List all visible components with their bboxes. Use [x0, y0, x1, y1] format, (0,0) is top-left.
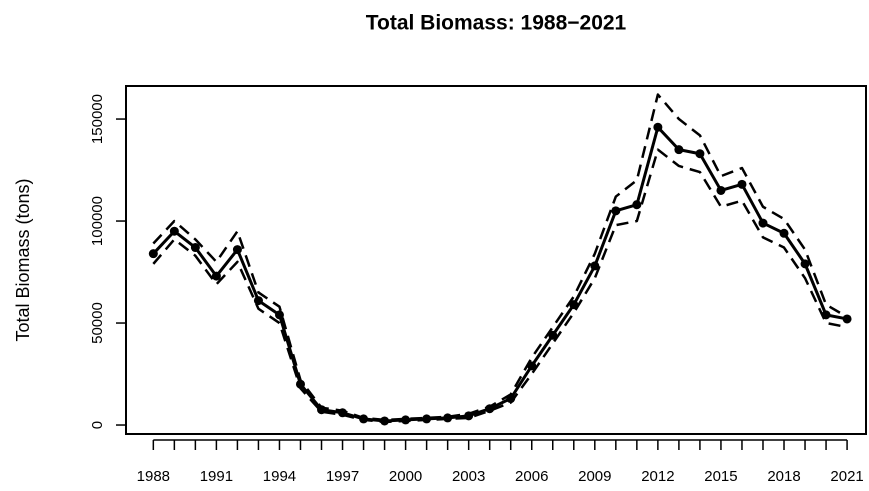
y-tick-label: 150000: [89, 94, 106, 144]
y-axis-label: Total Biomass (tons): [13, 178, 33, 341]
data-point: [632, 200, 642, 210]
y-tick-label: 100000: [89, 196, 106, 246]
x-tick-label: 2000: [389, 468, 422, 485]
data-point: [148, 249, 158, 259]
data-point: [779, 228, 789, 238]
series-line: [152, 148, 848, 424]
x-tick-label: 2006: [515, 468, 548, 485]
data-point: [737, 179, 747, 189]
data-point: [716, 185, 726, 195]
data-point: [232, 245, 242, 255]
y-tick-label: 0: [89, 421, 106, 429]
chart-title: Total Biomass: 1988−2021: [366, 12, 627, 35]
series-line: [152, 125, 848, 423]
x-tick-label: 1988: [137, 468, 170, 485]
x-tick-label: 1991: [200, 468, 233, 485]
x-tick-label: 1994: [263, 468, 296, 485]
data-point: [695, 149, 705, 159]
series-line: [152, 93, 848, 422]
data-point: [800, 259, 810, 269]
x-tick-label: 2018: [767, 468, 800, 485]
data-point: [842, 314, 852, 324]
x-tick-label: 2021: [830, 468, 863, 485]
data-point: [548, 330, 558, 340]
x-tick-label: 2003: [452, 468, 485, 485]
x-tick-label: 2012: [641, 468, 674, 485]
data-point: [211, 271, 221, 281]
data-point: [653, 122, 663, 132]
data-point: [274, 310, 284, 320]
data-point: [674, 145, 684, 155]
data-point: [611, 206, 621, 216]
data-point: [590, 261, 600, 271]
data-point: [253, 296, 263, 306]
x-tick-label: 2009: [578, 468, 611, 485]
data-point: [190, 243, 200, 253]
data-point: [758, 218, 768, 228]
plot-frame: [125, 85, 867, 435]
data-point: [169, 226, 179, 236]
x-tick-label: 1997: [326, 468, 359, 485]
x-tick-label: 2015: [704, 468, 737, 485]
y-tick-label: 50000: [89, 302, 106, 344]
